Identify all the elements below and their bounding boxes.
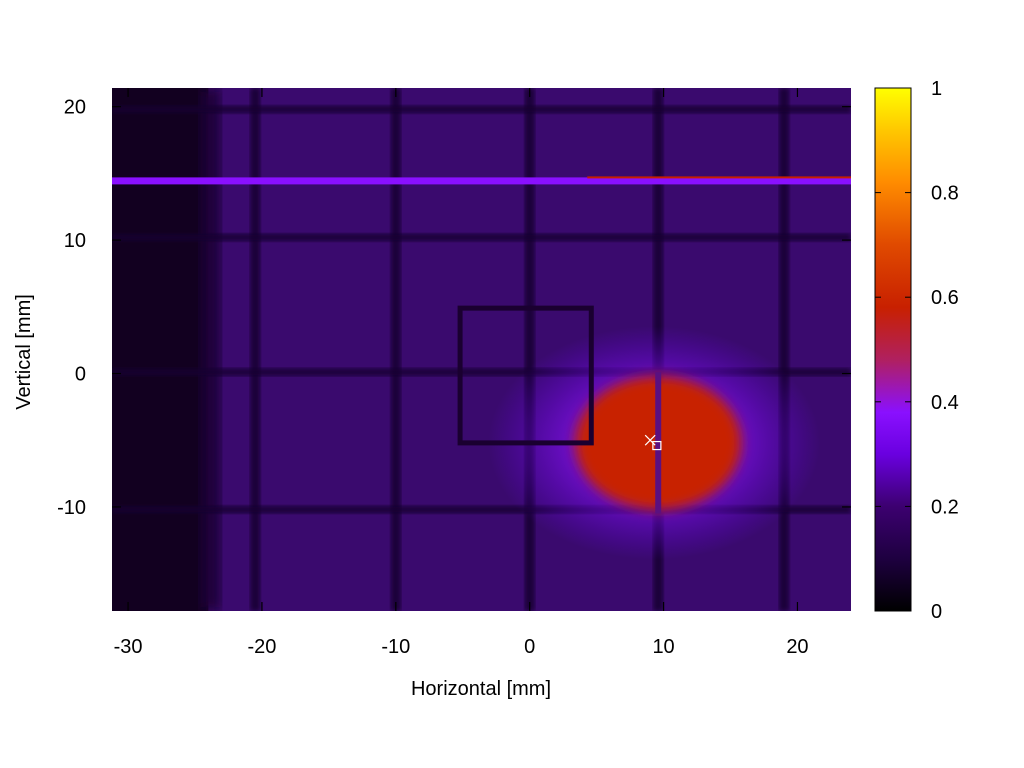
beam-spot-split-line bbox=[655, 372, 662, 514]
dark-edge-fade bbox=[200, 88, 221, 611]
colorbar-tick-label: 0.8 bbox=[931, 183, 959, 205]
colorbar-tick-label: 0.2 bbox=[931, 496, 959, 518]
x-tick-label: 10 bbox=[652, 636, 674, 658]
grid-wire-vertical bbox=[390, 88, 401, 611]
y-axis-label: Vertical [mm] bbox=[13, 294, 35, 410]
colorbar-ticks: 0 0.2 0.4 0.6 0.8 1 bbox=[875, 78, 959, 623]
grid-wire-vertical bbox=[779, 88, 790, 611]
heatmap-area bbox=[112, 88, 851, 611]
horizontal-stripe bbox=[112, 177, 851, 185]
x-tick-label: -30 bbox=[114, 636, 143, 658]
rectangle-marker bbox=[457, 305, 594, 446]
grid-wire-vertical bbox=[250, 88, 261, 611]
grid-wire-horizontal bbox=[112, 505, 851, 514]
beam-marker-square bbox=[652, 440, 662, 451]
grid-wire-horizontal bbox=[112, 368, 851, 377]
beam-marker-cross bbox=[644, 434, 656, 446]
colorbar-tick-label: 0 bbox=[931, 601, 942, 623]
x-tick-label: 0 bbox=[524, 636, 535, 658]
y-tick-label: 20 bbox=[64, 97, 86, 119]
colorbar-scale bbox=[874, 87, 912, 612]
colorbar-tick-label: 0.6 bbox=[931, 287, 959, 309]
y-axis-ticks: -10 0 10 20 bbox=[57, 97, 851, 519]
y-tick-label: 10 bbox=[64, 230, 86, 252]
grid-wire-horizontal bbox=[112, 105, 851, 114]
stripe-red-segment bbox=[587, 176, 851, 179]
colorbar-tick-label: 1 bbox=[931, 78, 942, 100]
x-axis-label: Horizontal [mm] bbox=[411, 678, 551, 700]
x-tick-label: 20 bbox=[786, 636, 808, 658]
y-tick-label: -10 bbox=[57, 497, 86, 519]
x-axis-ticks: -30 -20 -10 0 10 20 bbox=[114, 88, 809, 658]
grid-wire-horizontal bbox=[112, 233, 851, 242]
x-tick-label: -20 bbox=[247, 636, 276, 658]
x-tick-label: -10 bbox=[381, 636, 410, 658]
dark-edge-region bbox=[112, 88, 209, 611]
grid-wire-vertical bbox=[524, 88, 535, 611]
colorbar-tick-label: 0.4 bbox=[931, 392, 959, 414]
y-tick-label: 0 bbox=[75, 364, 86, 386]
beam-markers bbox=[644, 434, 662, 451]
colorbar: 0 0.2 0.4 0.6 0.8 1 bbox=[874, 78, 959, 623]
